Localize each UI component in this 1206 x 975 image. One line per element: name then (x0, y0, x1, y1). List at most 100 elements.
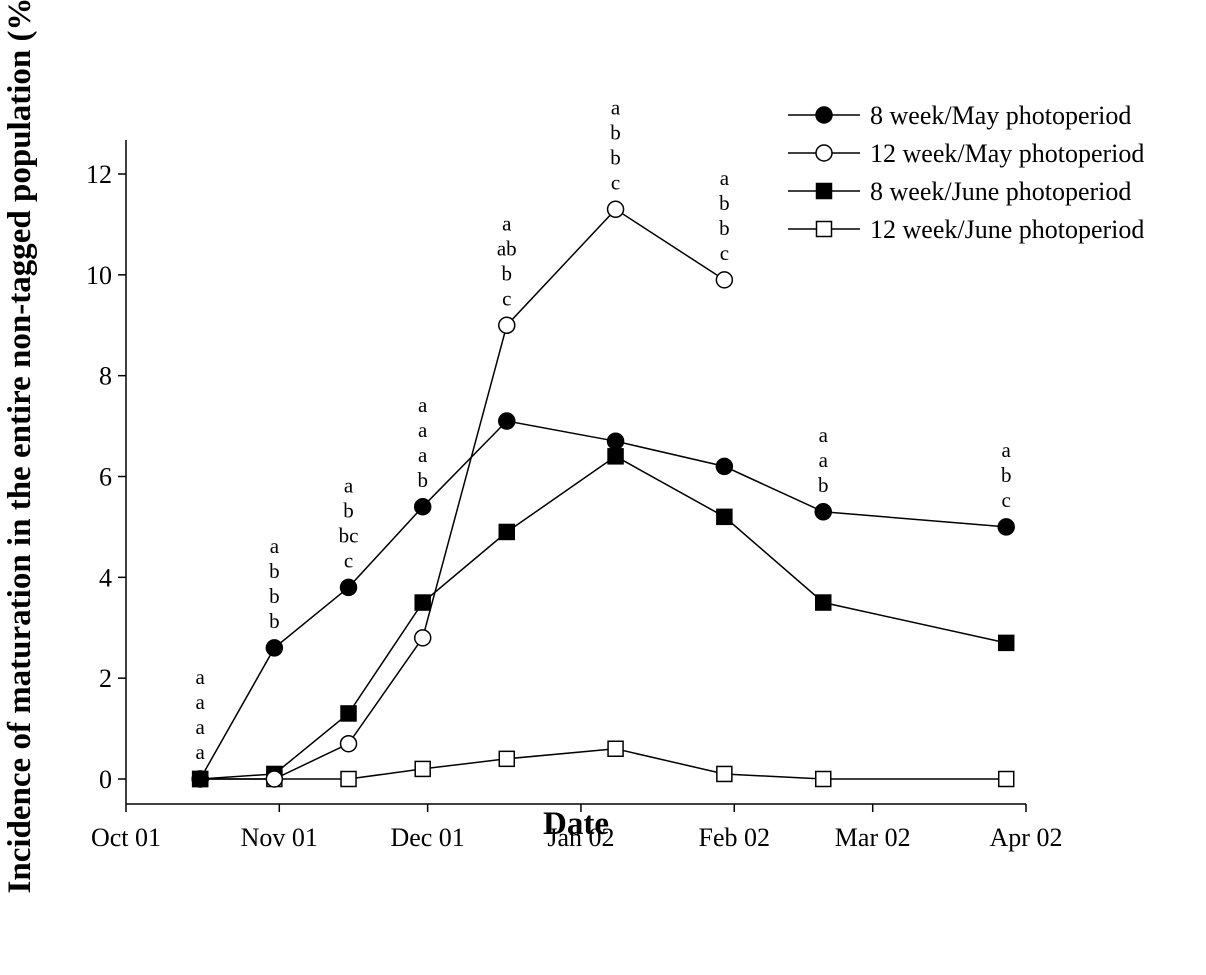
data-point (498, 523, 516, 541)
annotation-letter: b (502, 261, 513, 285)
annotation-letter: b (610, 145, 621, 169)
legend-entry: 12 week/May photoperiod (788, 139, 1144, 168)
series-layer (191, 200, 1015, 788)
annotation-letter: b (1001, 463, 1012, 487)
annotation-letter: c (344, 548, 353, 572)
y-axis-title: Incidence of maturation in the entire no… (2, 0, 38, 893)
y-tick-label: 10 (86, 261, 112, 290)
annotation-letter: b (343, 498, 354, 522)
x-tick-label: Feb 02 (698, 823, 770, 852)
data-point (814, 503, 833, 521)
y-tick-label: 2 (99, 664, 112, 693)
annotation-letter: b (719, 216, 730, 240)
legend-entry: 8 week/June photoperiod (788, 177, 1131, 206)
annotation-letter: a (196, 690, 206, 714)
data-point (340, 770, 357, 788)
annotation-letter: c (611, 170, 620, 194)
data-point (607, 448, 624, 465)
series-line (200, 748, 1007, 780)
series-group (191, 412, 1015, 788)
series-line (200, 208, 725, 780)
data-point (498, 316, 516, 334)
annotation-letter: a (418, 418, 428, 442)
annotation-letter: a (196, 665, 206, 689)
legend-marker (815, 106, 833, 124)
data-point (191, 770, 209, 788)
x-tick-label: Nov 01 (241, 823, 318, 852)
data-point (265, 639, 284, 657)
data-point (498, 412, 516, 430)
data-point (339, 734, 358, 753)
data-point (997, 770, 1015, 788)
annotation-letter: b (719, 191, 730, 215)
series-group (191, 200, 734, 788)
data-point (607, 740, 624, 757)
annotation-letter: a (418, 393, 428, 417)
annotation-letter: a (819, 448, 829, 472)
annotation-letter: bc (339, 523, 359, 547)
x-axis-title: Date (543, 806, 609, 842)
annotation-letter: b (269, 559, 280, 583)
data-point (413, 629, 432, 647)
annotation-letter: a (1002, 438, 1012, 462)
data-point (815, 594, 832, 611)
annotation-stack: abc (1001, 438, 1012, 512)
legend-marker (815, 144, 833, 162)
series-line (200, 455, 1007, 780)
data-point (339, 578, 358, 597)
annotation-letter: a (196, 740, 206, 764)
data-point (265, 770, 284, 788)
y-tick-label: 4 (99, 563, 112, 592)
y-tick-label: 12 (86, 160, 112, 189)
annotation-letter: c (720, 241, 729, 265)
data-point (715, 271, 734, 289)
annotation-letter: a (418, 443, 428, 467)
data-point (997, 518, 1015, 536)
data-point (716, 765, 733, 783)
legend-entry: 12 week/June photoperiod (788, 215, 1144, 244)
data-point (414, 594, 431, 611)
annotation-letter: a (270, 534, 280, 558)
x-tick-label: Oct 01 (91, 823, 161, 852)
series-group (191, 448, 1015, 788)
legend-label: 8 week/June photoperiod (870, 177, 1131, 206)
annotation-letter: b (610, 120, 621, 144)
data-point (606, 432, 625, 450)
annotation-letter: b (818, 473, 829, 497)
annotation-letter: c (502, 286, 511, 310)
annotation-letter: a (819, 423, 829, 447)
annotation-stack: aab (818, 423, 829, 497)
legend: 8 week/May photoperiod 12 week/May photop… (788, 101, 1144, 244)
annotation-letter: c (1002, 488, 1011, 512)
annotation-letter: b (417, 468, 428, 492)
chart-axes (125, 140, 1026, 805)
x-tick-label: Apr 02 (990, 823, 1063, 852)
legend-marker (815, 220, 833, 238)
data-point (414, 760, 431, 778)
legend-label: 12 week/May photoperiod (870, 139, 1144, 168)
annotation-letter: ab (497, 236, 517, 260)
legend-label: 8 week/May photoperiod (870, 101, 1131, 130)
x-tick-label: Mar 02 (835, 823, 911, 852)
annotation-letter: a (196, 715, 206, 739)
x-axis-ticks: Oct 01 Nov 01 Dec 01 Jan 02 Feb 02 Mar 02 Apr … (91, 804, 1062, 852)
series-group (191, 740, 1015, 788)
data-point (606, 200, 625, 219)
annotation-letter: a (502, 211, 512, 235)
annotation-letter: b (269, 609, 280, 633)
data-point (498, 750, 516, 768)
data-point (815, 770, 832, 788)
x-tick-label: Jan 02 (547, 823, 614, 852)
annotation-letter: a (344, 473, 354, 497)
data-point (340, 705, 357, 722)
annotation-letter: a (720, 166, 730, 190)
data-point (997, 634, 1015, 652)
